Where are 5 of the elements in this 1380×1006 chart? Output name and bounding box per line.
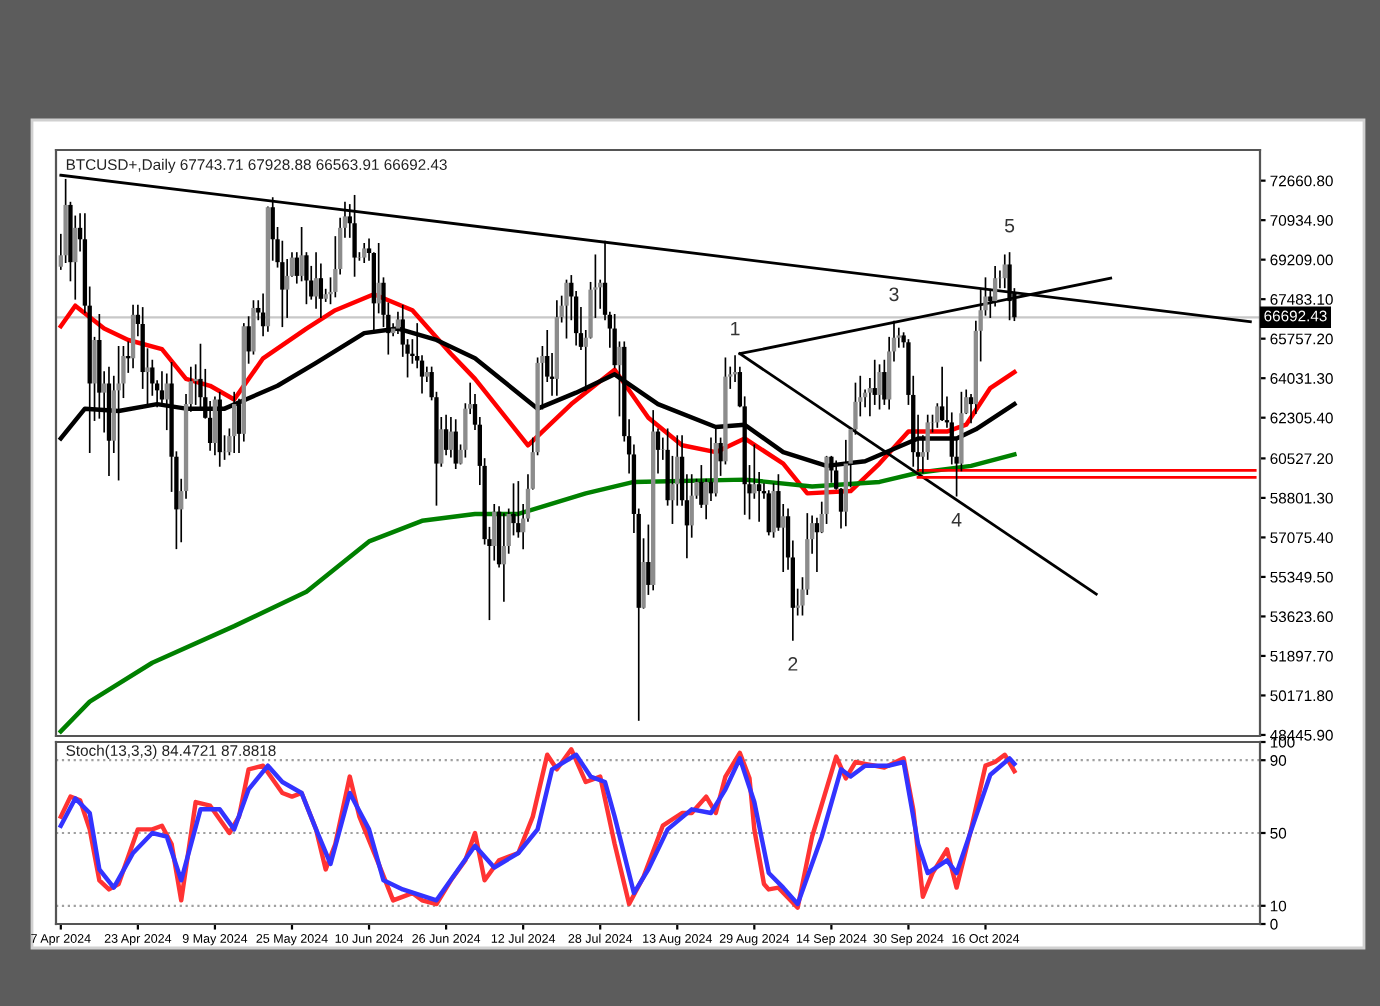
annotation: 5 <box>1004 218 1015 233</box>
annotation: 2 <box>788 657 798 671</box>
annotation: 3 <box>889 287 899 302</box>
annotation: 4 <box>951 513 962 527</box>
annotation: 1 <box>731 321 740 336</box>
